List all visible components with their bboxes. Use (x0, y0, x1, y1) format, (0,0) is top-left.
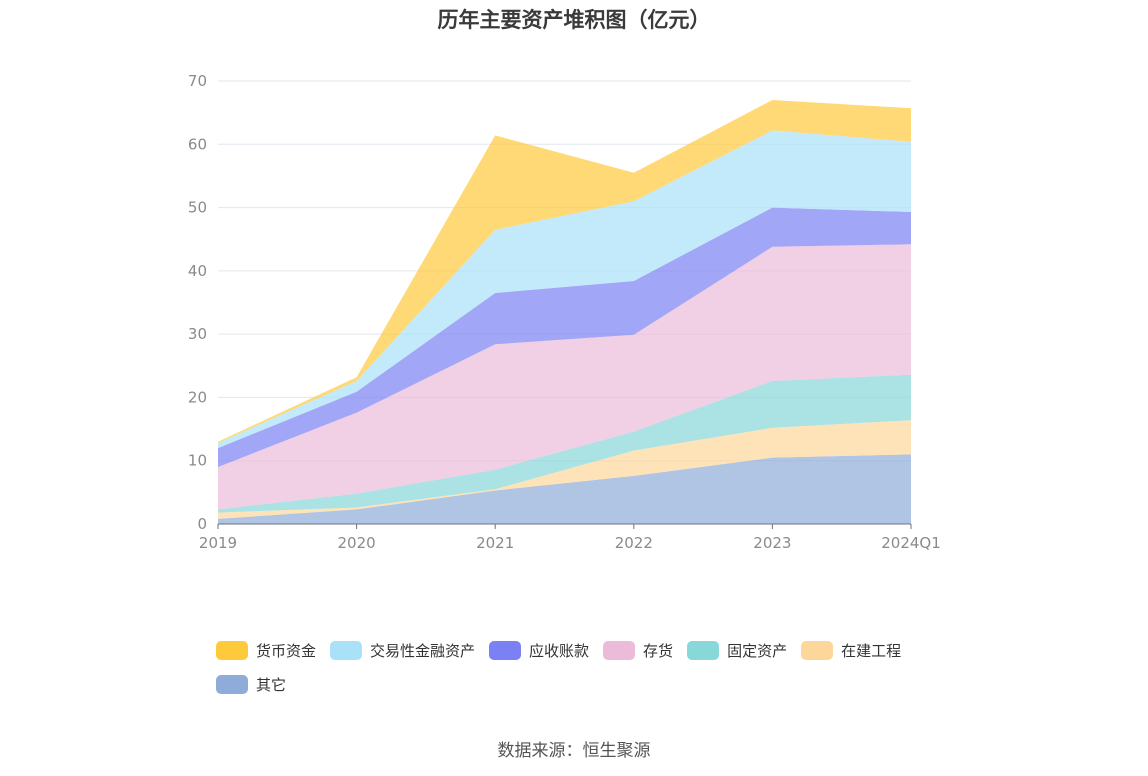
legend-item[interactable]: 固定资产 (687, 638, 787, 662)
x-tick-label: 2020 (338, 534, 376, 552)
area-series-4 (218, 207, 911, 467)
x-tick-label: 2021 (476, 534, 514, 552)
area-series-2 (218, 374, 911, 513)
legend-item[interactable]: 货币资金 (216, 638, 316, 662)
legend-label: 货币资金 (256, 641, 317, 660)
legend-item[interactable]: 存货 (603, 638, 673, 662)
y-tick-label: 30 (188, 325, 207, 343)
legend-item[interactable]: 在建工程 (801, 638, 901, 662)
area-series-6 (218, 100, 911, 443)
area-series-1 (218, 420, 911, 519)
legend: 货币资金 交易性金融资产 应收账款 存货 固定资产 在建工程其它 (216, 638, 976, 696)
axes: 0 10 20 30 40 50 60 70 2019 2020 2021 2022 2023 2024Q… (188, 72, 941, 552)
legend-swatch (216, 640, 248, 660)
x-tick-label: 2023 (753, 534, 791, 552)
legend-swatch (687, 640, 720, 660)
y-tick-label: 50 (188, 199, 207, 217)
y-tick-label: 60 (188, 135, 207, 153)
legend-item[interactable]: 应收账款 (489, 638, 589, 662)
x-tick-label: 2019 (199, 534, 237, 552)
x-tick-label: 2024Q1 (881, 534, 941, 552)
legend-label: 在建工程 (841, 641, 902, 660)
y-tick-label: 10 (188, 452, 207, 470)
legend-swatch (216, 674, 248, 694)
legend-label: 应收账款 (529, 641, 590, 660)
legend-swatch (603, 640, 636, 660)
source-note: 数据来源：恒生聚源 (497, 741, 651, 761)
y-tick-label: 70 (188, 72, 207, 90)
area-series-5 (218, 130, 911, 449)
legend-label: 固定资产 (727, 641, 788, 660)
y-tick-label: 40 (188, 262, 207, 280)
legend-swatch (330, 640, 363, 660)
y-tick-label: 0 (197, 515, 207, 533)
legend-item[interactable]: 其它 (216, 672, 286, 696)
legend-label: 交易性金融资产 (370, 641, 476, 660)
area-series-0 (218, 454, 911, 524)
legend-label: 其它 (256, 675, 287, 694)
legend-swatch (489, 640, 522, 660)
x-tick-label: 2022 (615, 534, 653, 552)
legend-item[interactable]: 交易性金融资产 (330, 638, 475, 662)
legend-swatch (801, 640, 834, 660)
y-tick-label: 20 (188, 388, 207, 406)
area-series-group (218, 100, 911, 524)
chart-title: 历年主要资产堆积图（亿元） (437, 8, 711, 32)
area-series-3 (218, 244, 911, 510)
legend-label: 存货 (643, 641, 674, 660)
